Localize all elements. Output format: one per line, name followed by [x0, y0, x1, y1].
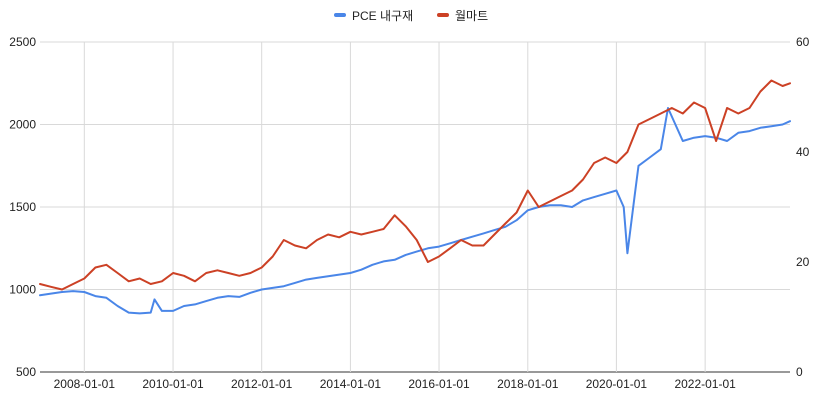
x-tick-label: 2022-01-01	[674, 377, 736, 391]
grid	[40, 41, 790, 373]
series-lines	[39, 79, 791, 315]
y-left-tick-label: 2500	[9, 35, 36, 49]
legend[interactable]: PCE 내구재 월마트	[334, 9, 488, 23]
legend-swatch-walmart	[437, 13, 449, 17]
y-left-tick-label: 2000	[9, 118, 36, 132]
legend-item-walmart[interactable]: 월마트	[437, 9, 488, 23]
x-tick-label: 2012-01-01	[231, 377, 293, 391]
y-left-tick-label: 1000	[9, 283, 36, 297]
y-right-tick-label: 0	[796, 365, 803, 379]
y-right-tick-label: 40	[796, 145, 810, 159]
y-right-tick-label: 60	[796, 35, 810, 49]
axis-ticks: 500 1000 1500 2000 2500 0 20 40 60 2008-01-01 2010…	[9, 35, 809, 391]
x-tick-label: 2008-01-01	[54, 377, 116, 391]
y-left-tick-label: 500	[16, 365, 36, 379]
y-right-tick-label: 20	[796, 255, 810, 269]
y-left-tick-label: 1500	[9, 200, 36, 214]
legend-label-pce: PCE 내구재	[352, 9, 413, 23]
x-tick-label: 2010-01-01	[142, 377, 204, 391]
x-tick-label: 2020-01-01	[586, 377, 648, 391]
x-tick-label: 2014-01-01	[320, 377, 382, 391]
series-line-1	[39, 79, 791, 291]
legend-item-pce[interactable]: PCE 내구재	[334, 9, 413, 23]
legend-swatch-pce	[334, 13, 346, 17]
series-line-0	[39, 107, 791, 315]
x-tick-label: 2018-01-01	[497, 377, 559, 391]
x-tick-label: 2016-01-01	[408, 377, 470, 391]
legend-label-walmart: 월마트	[455, 9, 488, 23]
